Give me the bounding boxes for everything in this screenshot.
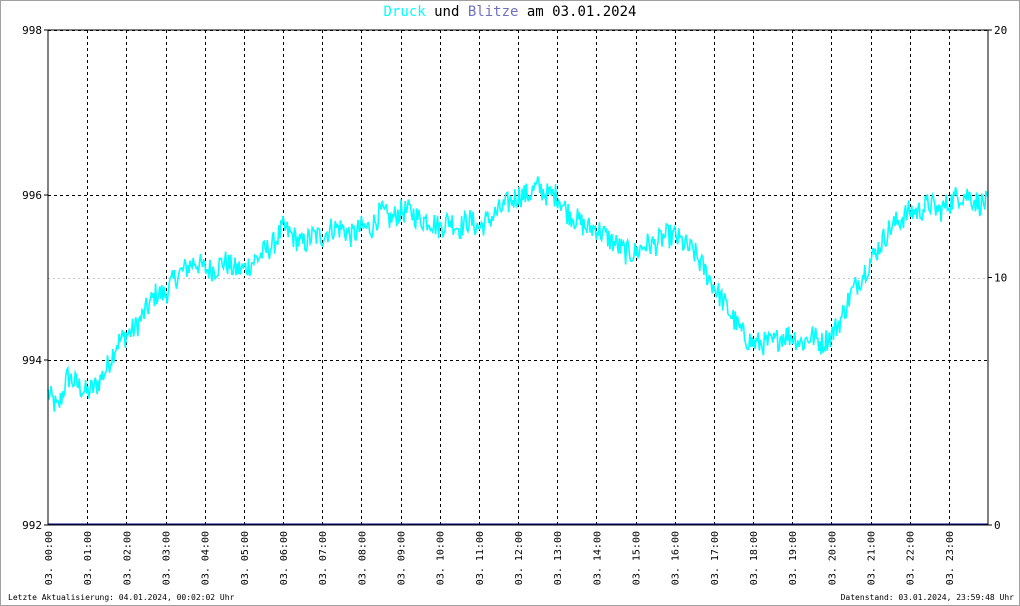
title-conjunction: und — [425, 4, 468, 20]
x-tick-label: 03. 07:00 — [318, 531, 329, 585]
y-axis-right: 20 10 0 — [988, 24, 1007, 532]
y-right-tick-label: 10 — [994, 272, 1007, 285]
y-right-tick-label: 20 — [994, 24, 1007, 37]
x-tick-label: 03. 19:00 — [788, 531, 799, 585]
x-tick-label: 03. 09:00 — [397, 531, 408, 585]
x-tick-label: 03. 22:00 — [906, 531, 917, 585]
x-tick-label: 03. 23:00 — [945, 531, 956, 585]
x-axis: 03. 00:00 03. 01:00 03. 02:00 03. 03:00 03. … — [44, 531, 956, 585]
title-series-druck: Druck — [383, 4, 426, 20]
title-date: am 03.01.2024 — [518, 4, 637, 20]
y-left-tick-label: 994 — [22, 354, 42, 367]
series-line-druck — [47, 176, 989, 412]
x-tick-label: 03. 10:00 — [436, 531, 447, 585]
x-tick-label: 03. 21:00 — [867, 531, 878, 585]
x-tick-label: 03. 14:00 — [592, 531, 603, 585]
x-tick-label: 03. 15:00 — [632, 531, 643, 585]
x-tick-label: 03. 08:00 — [357, 531, 368, 585]
title-series-blitze: Blitze — [467, 4, 519, 20]
grid — [48, 30, 988, 525]
x-tick-label: 03. 17:00 — [710, 531, 721, 585]
y-right-tick-label: 0 — [994, 519, 1001, 532]
footer-last-update: Letzte Aktualisierung: 04.01.2024, 00:02… — [8, 593, 235, 602]
y-axis-left: 998 996 994 992 — [22, 24, 48, 532]
x-tick-label: 03. 04:00 — [201, 531, 212, 585]
y-left-tick-label: 996 — [22, 189, 42, 202]
x-tick-label: 03. 01:00 — [83, 531, 94, 585]
y-left-tick-label: 998 — [22, 24, 42, 37]
x-tick-label: 03. 06:00 — [279, 531, 290, 585]
chart-title: Druck und Blitze am 03.01.2024 — [0, 4, 1020, 20]
footer-data-status: Datenstand: 03.01.2024, 23:59:48 Uhr — [840, 593, 1014, 602]
x-tick-label: 03. 11:00 — [475, 531, 486, 585]
x-tick-label: 03. 16:00 — [671, 531, 682, 585]
x-tick-label: 03. 00:00 — [44, 531, 55, 585]
y-left-tick-label: 992 — [22, 519, 42, 532]
x-tick-label: 03. 18:00 — [749, 531, 760, 585]
x-tick-label: 03. 12:00 — [514, 531, 525, 585]
x-tick-label: 03. 03:00 — [162, 531, 173, 585]
x-tick-label: 03. 13:00 — [553, 531, 564, 585]
x-tick-label: 03. 05:00 — [240, 531, 251, 585]
x-tick-label: 03. 02:00 — [122, 531, 133, 585]
x-tick-label: 03. 20:00 — [827, 531, 838, 585]
